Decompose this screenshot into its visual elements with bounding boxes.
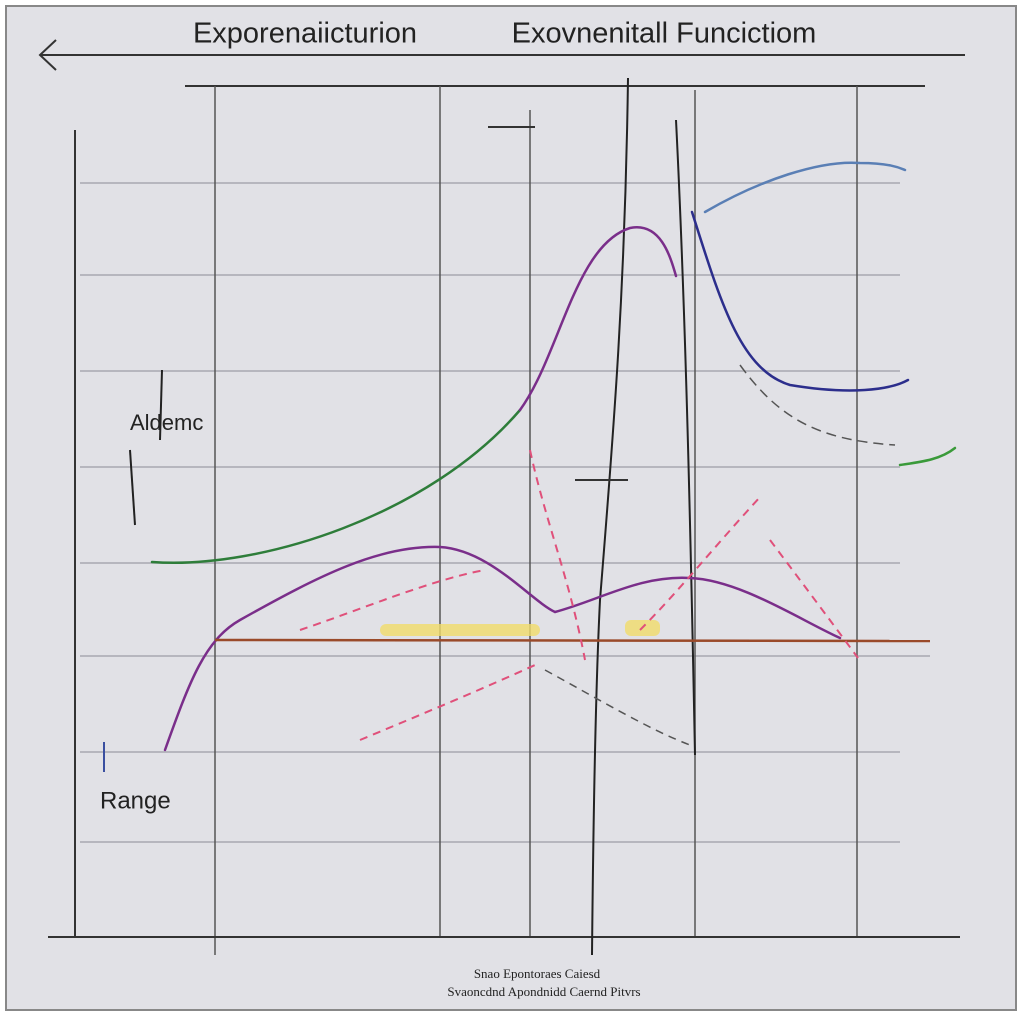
pink-dash [529,449,586,661]
tick [129,449,136,526]
grid [80,86,930,955]
green-curve [150,408,522,564]
annotation: Range [100,787,171,814]
tick [159,369,163,441]
pink-dash [769,539,859,659]
navy-curve [690,210,910,392]
purple-curve [163,545,842,752]
annotation: Aldemc [130,410,203,435]
green-tail [898,446,957,467]
arrow-head [38,39,57,71]
footer-line: Svaoncdnd Apondnidd Caernd Pitvrs [447,984,640,999]
right-title: Exovnenitall Funcictiom [512,18,817,50]
purple-peak [518,226,678,412]
gray-dash [739,364,896,446]
blue-curve [703,161,907,214]
pink-dash [299,569,486,631]
dark-curve [675,119,696,756]
frame [5,5,1017,1011]
dark-curve [591,77,629,956]
highlight [380,624,540,636]
left-title: Exporenaiicturion [193,18,417,50]
brown-line [214,638,931,643]
gray-dash [544,669,691,746]
footer-line: Snao Epontoraes Caiesd [474,966,601,981]
pink-dash [639,494,763,631]
pink-dash [359,664,536,741]
